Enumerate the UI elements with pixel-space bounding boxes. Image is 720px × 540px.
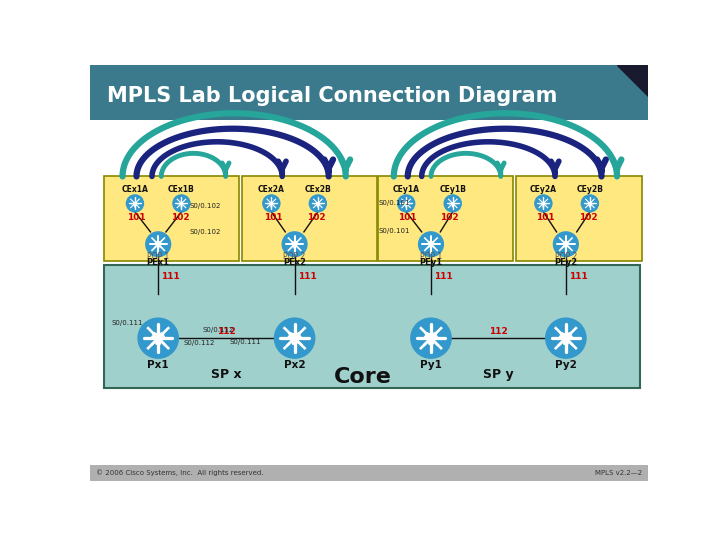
Text: 112: 112: [489, 327, 508, 336]
Text: Px1: Px1: [148, 361, 169, 370]
Circle shape: [310, 195, 326, 212]
Circle shape: [263, 195, 280, 212]
Text: POP 1: POP 1: [420, 252, 442, 261]
Circle shape: [138, 318, 179, 358]
Bar: [378, 177, 513, 261]
Circle shape: [411, 318, 451, 358]
Text: PEx2: PEx2: [283, 258, 306, 267]
Text: 112: 112: [217, 327, 235, 336]
Text: 102: 102: [307, 213, 325, 222]
Text: MPLS v2.2—2: MPLS v2.2—2: [595, 470, 642, 476]
Circle shape: [546, 318, 586, 358]
Circle shape: [127, 195, 143, 212]
Bar: [90, 65, 648, 120]
Text: 101: 101: [536, 213, 554, 222]
Circle shape: [173, 195, 190, 212]
Text: Py1: Py1: [420, 361, 442, 370]
Circle shape: [274, 318, 315, 358]
Text: CEy1B: CEy1B: [439, 185, 466, 194]
Text: CEx2B: CEx2B: [305, 185, 331, 194]
Text: 102: 102: [579, 213, 598, 222]
Circle shape: [397, 195, 415, 212]
Circle shape: [554, 232, 578, 256]
Text: 101: 101: [127, 213, 146, 222]
Text: S0/0.112: S0/0.112: [183, 340, 215, 346]
Text: S0/0.111: S0/0.111: [230, 339, 261, 345]
Text: POP 2: POP 2: [554, 252, 577, 261]
Bar: [104, 177, 239, 261]
Text: S0/0.102: S0/0.102: [189, 203, 220, 209]
Circle shape: [444, 195, 462, 212]
Text: CEy2A: CEy2A: [530, 185, 557, 194]
Text: 101: 101: [398, 213, 417, 222]
Bar: [516, 177, 642, 261]
Text: PEx1: PEx1: [147, 258, 170, 267]
Text: CEx1A: CEx1A: [122, 185, 148, 194]
Text: Py2: Py2: [555, 361, 577, 370]
Text: 102: 102: [171, 213, 189, 222]
Text: 111: 111: [161, 272, 180, 281]
Text: 111: 111: [569, 272, 588, 281]
Text: S0/0.101: S0/0.101: [378, 228, 410, 234]
Text: S0/0.112: S0/0.112: [202, 327, 234, 333]
Circle shape: [282, 232, 307, 256]
Text: PEy1: PEy1: [420, 258, 443, 267]
Text: 102: 102: [441, 213, 459, 222]
Bar: [242, 177, 377, 261]
Bar: [104, 265, 640, 388]
Text: POP 1: POP 1: [147, 252, 169, 261]
Circle shape: [535, 195, 552, 212]
Text: CEy1A: CEy1A: [392, 185, 420, 194]
Text: MPLS Lab Logical Connection Diagram: MPLS Lab Logical Connection Diagram: [107, 86, 557, 106]
Text: SP y: SP y: [483, 368, 514, 381]
Bar: [90, 465, 648, 481]
Text: CEx1B: CEx1B: [168, 185, 195, 194]
Polygon shape: [617, 65, 648, 96]
Text: S0/0.101: S0/0.101: [378, 200, 410, 206]
Circle shape: [581, 195, 598, 212]
Circle shape: [145, 232, 171, 256]
Text: CEx2A: CEx2A: [258, 185, 285, 194]
Text: 111: 111: [297, 272, 317, 281]
Text: PEy2: PEy2: [554, 258, 577, 267]
Text: 101: 101: [264, 213, 282, 222]
Text: © 2006 Cisco Systems, Inc.  All rights reserved.: © 2006 Cisco Systems, Inc. All rights re…: [96, 470, 264, 476]
Text: POP 2: POP 2: [284, 252, 306, 261]
Text: S0/0.111: S0/0.111: [112, 320, 143, 326]
Text: 111: 111: [434, 272, 453, 281]
Text: CEy2B: CEy2B: [577, 185, 603, 194]
Text: S0/0.102: S0/0.102: [189, 229, 220, 235]
Text: SP x: SP x: [211, 368, 242, 381]
Circle shape: [418, 232, 444, 256]
Text: Core: Core: [334, 367, 392, 387]
Text: Px2: Px2: [284, 361, 305, 370]
